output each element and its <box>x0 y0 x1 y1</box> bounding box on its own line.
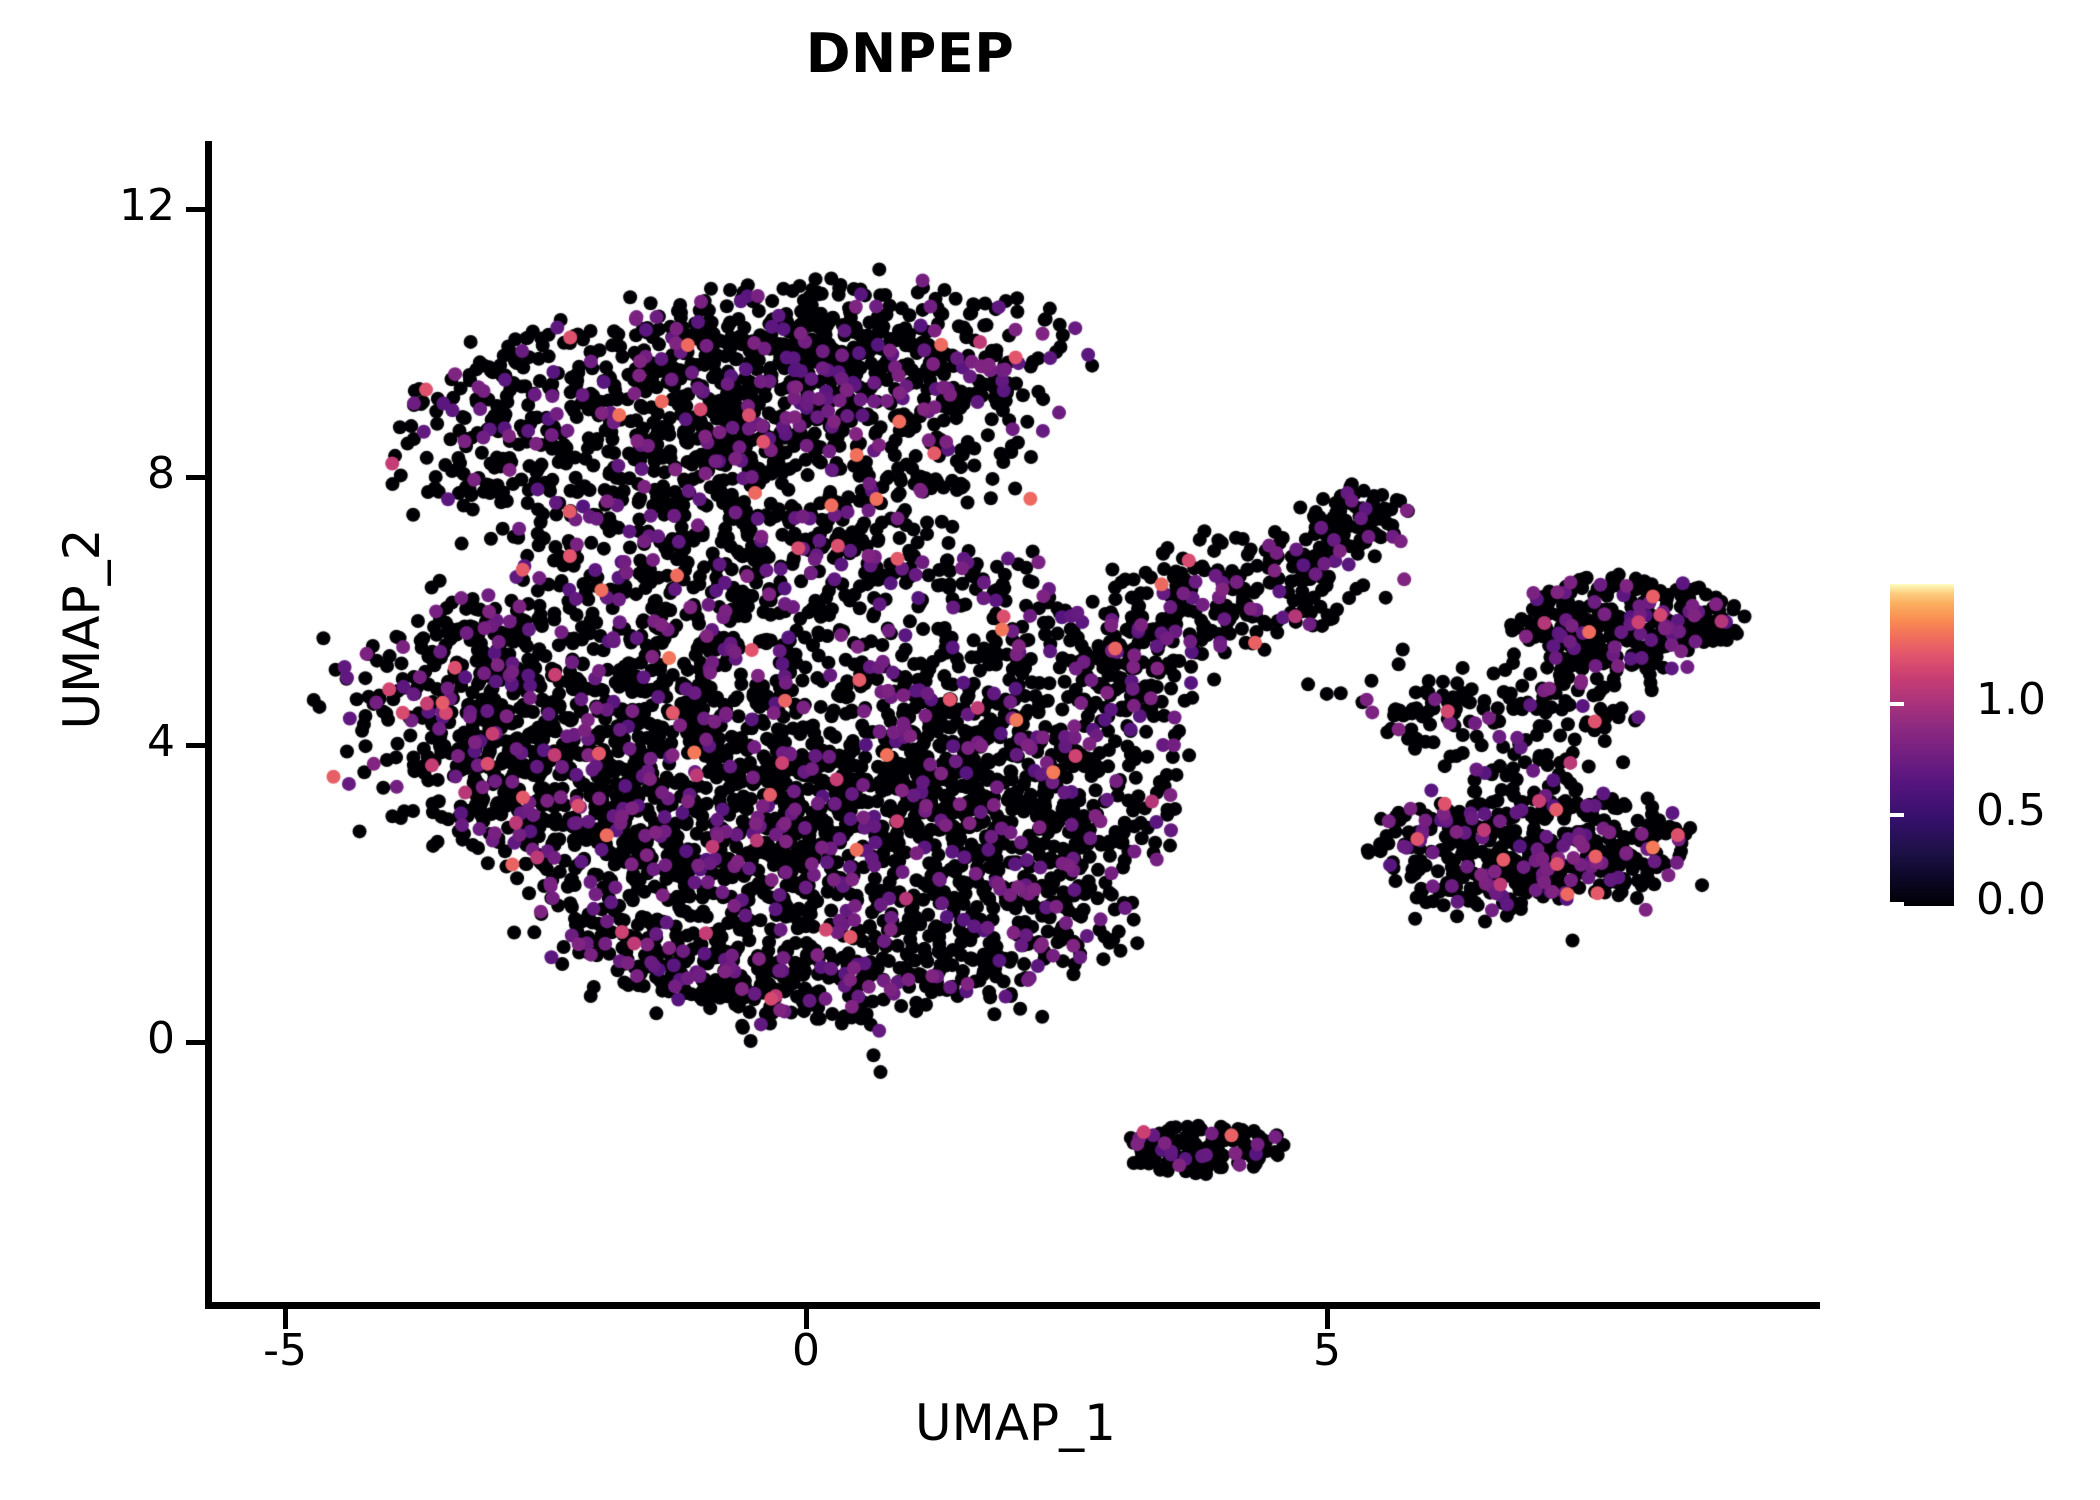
colorbar-gradient <box>1890 584 1954 906</box>
y-axis-spine <box>205 141 212 1309</box>
page-title: DNPEP <box>805 22 1015 85</box>
colorbar-tick-05b <box>1876 813 1890 817</box>
x-tick-mark-0 <box>804 1309 809 1329</box>
colorbar-label-05: 0.5 <box>1976 785 2046 836</box>
x-axis-label: UMAP_1 <box>915 1394 1116 1452</box>
y-tick-mark-8 <box>186 475 206 480</box>
x-tick-label-0: 0 <box>792 1325 820 1376</box>
x-tick-mark-neg5 <box>283 1309 288 1329</box>
y-tick-label-8: 8 <box>147 448 175 499</box>
y-tick-mark-12 <box>186 207 206 212</box>
x-tick-mark-5 <box>1325 1309 1330 1329</box>
colorbar-tick-0b <box>1876 902 1890 906</box>
y-axis-label: UMAP_2 <box>53 528 111 730</box>
y-tick-mark-4 <box>186 743 206 748</box>
colorbar-tick-1 <box>1890 702 1904 706</box>
y-tick-label-12: 12 <box>119 180 175 231</box>
y-tick-label-0: 0 <box>147 1013 175 1064</box>
x-tick-label-neg5: -5 <box>263 1325 307 1376</box>
colorbar-tick-1b <box>1876 702 1890 706</box>
colorbar-label-0: 0.0 <box>1976 874 2046 925</box>
y-tick-mark-0 <box>186 1040 206 1045</box>
umap-scatter-plot <box>211 141 1820 1305</box>
x-tick-label-5: 5 <box>1313 1325 1341 1376</box>
y-tick-label-4: 4 <box>147 716 175 767</box>
plot-area <box>211 141 1820 1305</box>
x-axis-spine <box>205 1302 1820 1309</box>
colorbar-label-1: 1.0 <box>1976 674 2046 725</box>
colorbar-tick-05 <box>1890 813 1904 817</box>
colorbar-tick-0 <box>1890 902 1904 906</box>
